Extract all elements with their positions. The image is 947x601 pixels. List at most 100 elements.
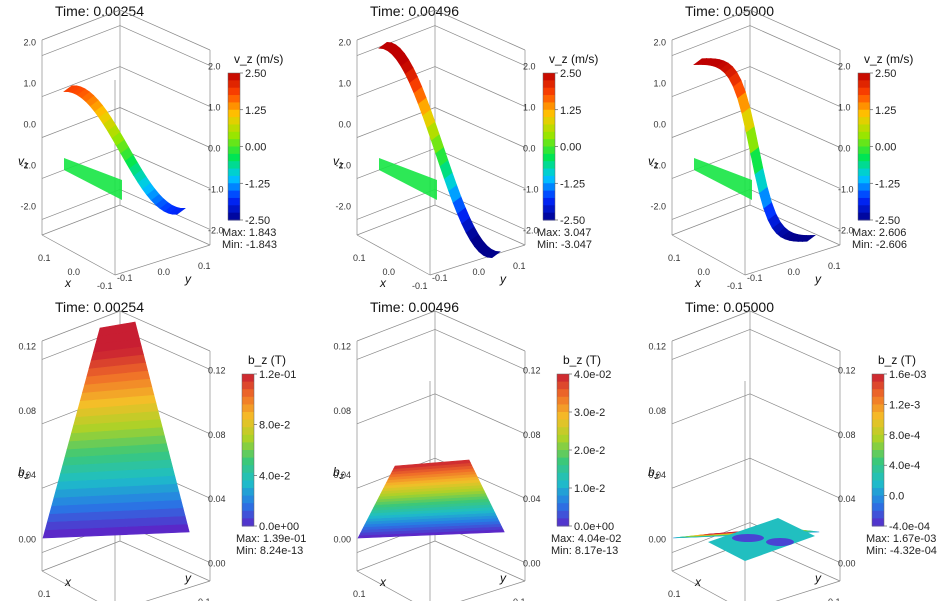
surface-band xyxy=(693,58,708,65)
frame-edge xyxy=(744,244,841,276)
colorbar-swatch xyxy=(543,139,555,147)
y-axis-label: y xyxy=(499,571,507,585)
surface-band xyxy=(378,41,393,50)
colorbar-swatch xyxy=(872,450,884,459)
frame-edge xyxy=(356,329,436,360)
colorbar-swatch xyxy=(872,465,884,474)
z-tick-label: -2.0 xyxy=(650,201,666,211)
colorbar-swatch xyxy=(872,389,884,398)
y-tick-label: -0.1 xyxy=(117,273,133,283)
colorbar-swatch xyxy=(242,480,254,489)
frame-edge xyxy=(356,189,436,220)
colorbar-swatch xyxy=(543,183,555,192)
frame-edge xyxy=(41,570,98,601)
y-tick-label: 0.0 xyxy=(473,267,486,277)
colorbar-tick-label: -2.50 xyxy=(875,215,900,227)
right-tick-label: 0.0 xyxy=(208,144,221,154)
colorbar-swatch xyxy=(872,427,884,436)
colorbar-swatch xyxy=(872,480,884,489)
colorbar-tick-label: 4.0e-2 xyxy=(259,470,290,482)
frame-edge xyxy=(434,329,526,370)
z-tick-label: -1.0 xyxy=(20,160,36,170)
z-tick-label: 0.00 xyxy=(18,535,36,545)
right-tick-label: -1.0 xyxy=(838,184,854,194)
colorbar-swatch xyxy=(858,175,870,184)
colorbar-swatch xyxy=(557,488,569,497)
colorbar-swatch xyxy=(872,518,884,527)
frame-edge xyxy=(119,25,211,66)
frame-edge xyxy=(41,234,116,276)
right-tick-label: 1.0 xyxy=(523,103,536,113)
colorbar-title: b_z (T) xyxy=(878,353,916,367)
frame-edge xyxy=(671,329,751,360)
z-tick-label: 0.0 xyxy=(653,120,666,130)
colorbar-swatch xyxy=(858,124,870,133)
min-label: Min: -3.047 xyxy=(537,239,592,251)
panel-title: Time: 0.00254 xyxy=(55,299,144,315)
colorbar-swatch xyxy=(543,161,555,170)
y-tick-label: -0.1 xyxy=(747,273,763,283)
colorbar: b_z (T)4.0e-023.0e-22.0e-21.0e-20.0e+00M… xyxy=(551,353,621,557)
min-label: Min: -1.843 xyxy=(222,239,277,251)
x-tick-label: 0.1 xyxy=(38,589,51,599)
frame-edge xyxy=(749,329,841,370)
x-axis-label: x xyxy=(694,276,702,290)
colorbar-swatch xyxy=(228,102,240,111)
frame-edge xyxy=(356,25,436,56)
colorbar-swatch xyxy=(242,412,254,421)
colorbar-swatch xyxy=(543,117,555,125)
colorbar-swatch xyxy=(858,190,870,199)
max-label: Max: 1.843 xyxy=(222,227,276,239)
colorbar-swatch xyxy=(557,427,569,436)
colorbar-swatch xyxy=(228,205,240,214)
x-tick-label: 0.1 xyxy=(38,253,51,263)
frame-edge xyxy=(41,148,121,179)
right-tick-label: 1.0 xyxy=(838,103,851,113)
right-tick-label: 1.0 xyxy=(208,103,221,113)
frame-edge xyxy=(749,148,841,189)
frame-edge xyxy=(434,310,526,352)
min-label: Min: 8.17e-13 xyxy=(551,545,618,557)
colorbar-swatch xyxy=(557,404,569,413)
z-tick-label: 0.00 xyxy=(648,535,666,545)
panel-title: Time: 0.05000 xyxy=(685,299,774,315)
colorbar-tick-label: 1.25 xyxy=(245,105,266,117)
y-tick-label: 0.1 xyxy=(198,597,211,601)
colorbar-tick-label: 4.0e-4 xyxy=(889,460,920,472)
panel-2: Time: 0.00496 2.0 1.0 0.0 -1.0 -2.0 2.0 1.0 0.0 -… xyxy=(333,3,598,291)
y-tick-label: 0.1 xyxy=(513,261,526,271)
colorbar-swatch xyxy=(228,80,240,89)
right-tick-label: 2.0 xyxy=(208,62,221,72)
frame-edge xyxy=(671,234,746,276)
colorbar-title: v_z (m/s) xyxy=(549,52,598,66)
colorbar: b_z (T) 1.6e-03 1.2e-3 8.0e-4 4.0e-4 0.0 -4.0e… xyxy=(866,353,937,557)
colorbar-swatch xyxy=(858,73,870,81)
right-tick-label: -1.0 xyxy=(208,184,224,194)
surface-band xyxy=(63,85,78,93)
colorbar-swatch xyxy=(242,488,254,497)
frame-edge xyxy=(434,107,526,148)
colorbar-tick-label: 1.2e-01 xyxy=(259,369,296,381)
y-axis-label: y xyxy=(814,571,822,585)
frame-edge xyxy=(671,107,751,138)
colorbar-swatch xyxy=(872,510,884,519)
right-tick-label: 2.0 xyxy=(523,62,536,72)
colorbar-tick-label: 4.0e-02 xyxy=(574,369,611,381)
right-tick-label: 0.08 xyxy=(838,430,856,440)
z-tick-label: 1.0 xyxy=(23,79,36,89)
z-tick-label: 0.08 xyxy=(18,406,36,416)
frame-edge xyxy=(356,540,436,572)
panel-title: Time: 0.00496 xyxy=(370,299,459,315)
frame-edge xyxy=(434,25,526,66)
colorbar-tick-label: -4.0e-04 xyxy=(889,521,930,533)
x-tick-label: 0.0 xyxy=(698,267,711,277)
colorbar-swatch xyxy=(242,457,254,466)
colorbar-swatch xyxy=(557,419,569,428)
colorbar-tick-label: 0.00 xyxy=(245,142,266,154)
colorbar-swatch xyxy=(543,175,555,184)
colorbar-swatch xyxy=(557,374,569,383)
colorbar-swatch xyxy=(242,472,254,481)
